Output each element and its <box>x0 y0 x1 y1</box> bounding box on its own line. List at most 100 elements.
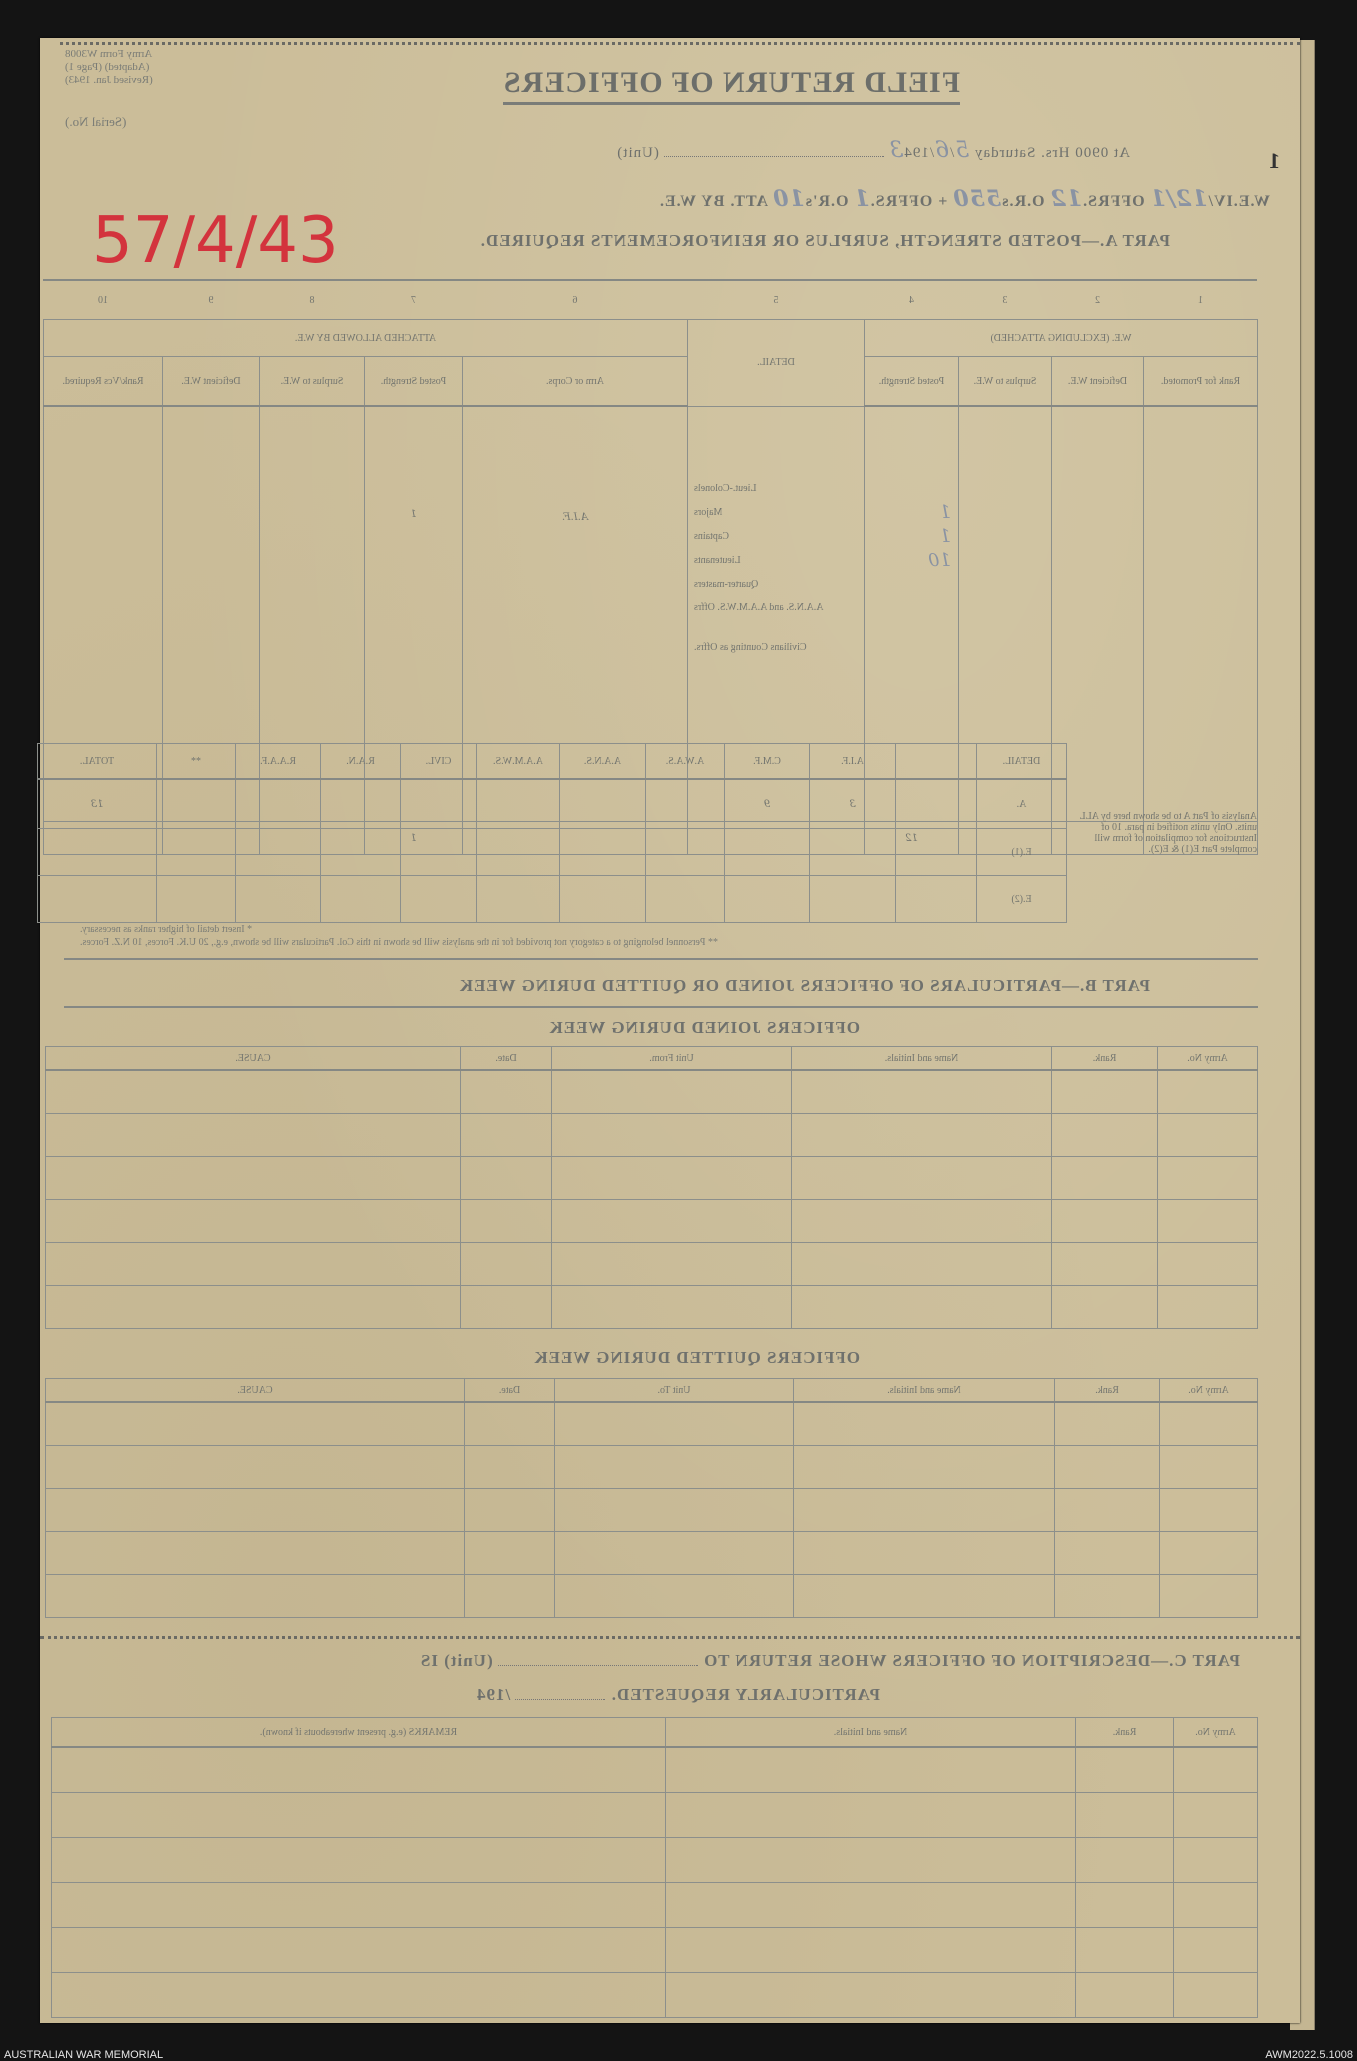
blank-entry-cell[interactable] <box>45 1242 461 1286</box>
blank-entry-cell[interactable] <box>45 1445 465 1489</box>
column-number: 2 <box>1051 280 1144 320</box>
blank-entry-cell[interactable] <box>1054 1531 1160 1575</box>
blank-entry-cell[interactable] <box>1159 1488 1258 1532</box>
blank-entry-cell[interactable] <box>793 1531 1055 1575</box>
blank-entry-cell[interactable] <box>1173 1837 1258 1883</box>
blank-entry-cell[interactable] <box>551 1242 792 1286</box>
blank-entry-cell[interactable] <box>791 1199 1052 1243</box>
analysis-column-header <box>895 743 977 779</box>
blank-entry-cell[interactable] <box>45 1199 461 1243</box>
blank-entry-cell[interactable] <box>554 1445 794 1489</box>
serial-label: (Serial No.) <box>65 114 127 129</box>
blank-entry-cell[interactable] <box>551 1285 792 1329</box>
blank-entry-cell[interactable] <box>1075 1747 1174 1793</box>
blank-entry-cell[interactable] <box>551 1070 792 1114</box>
blank-entry-cell[interactable] <box>554 1574 794 1618</box>
blank-entry-cell[interactable] <box>1159 1445 1258 1489</box>
blank-entry-cell[interactable] <box>1173 1882 1258 1928</box>
blank-entry-cell[interactable] <box>1157 1156 1258 1200</box>
blank-entry-cell[interactable] <box>1054 1402 1160 1446</box>
blank-entry-cell[interactable] <box>791 1285 1052 1329</box>
blank-entry-cell[interactable] <box>460 1113 552 1157</box>
blank-entry-cell[interactable] <box>791 1242 1052 1286</box>
column-header: Posted Strength. <box>864 356 959 406</box>
blank-entry-cell[interactable] <box>1157 1199 1258 1243</box>
blank-entry-cell[interactable] <box>1159 1402 1258 1446</box>
blank-entry-cell[interactable] <box>1054 1574 1160 1618</box>
blank-entry-cell[interactable] <box>791 1070 1052 1114</box>
blank-entry-cell[interactable] <box>554 1488 794 1532</box>
month-value: 6 <box>934 138 950 163</box>
blank-entry-cell[interactable] <box>464 1402 555 1446</box>
analysis-value <box>156 828 236 876</box>
blank-entry-cell[interactable] <box>1051 1070 1158 1114</box>
blank-entry-cell[interactable] <box>1173 1972 1258 2018</box>
blank-entry-cell[interactable] <box>1157 1070 1258 1114</box>
blank-entry-cell[interactable] <box>1051 1199 1158 1243</box>
blank-entry-cell[interactable] <box>45 1531 465 1575</box>
blank-entry-cell[interactable] <box>1157 1285 1258 1329</box>
blank-entry-cell[interactable] <box>665 1792 1076 1838</box>
blank-entry-cell[interactable] <box>51 1972 666 2018</box>
blank-entry-cell[interactable] <box>665 1882 1076 1928</box>
blank-entry-cell[interactable] <box>665 1972 1076 2018</box>
blank-entry-cell[interactable] <box>554 1402 794 1446</box>
blank-entry-cell[interactable] <box>51 1882 666 1928</box>
blank-entry-cell[interactable] <box>1173 1792 1258 1838</box>
blank-entry-cell[interactable] <box>460 1070 552 1114</box>
blank-entry-cell[interactable] <box>1157 1242 1258 1286</box>
blank-entry-cell[interactable] <box>1075 1882 1174 1928</box>
blank-entry-cell[interactable] <box>1051 1242 1158 1286</box>
blank-entry-cell[interactable] <box>1054 1488 1160 1532</box>
blank-entry-cell[interactable] <box>791 1156 1052 1200</box>
blank-entry-cell[interactable] <box>793 1445 1055 1489</box>
blank-entry-cell[interactable] <box>554 1531 794 1575</box>
blank-entry-cell[interactable] <box>1051 1285 1158 1329</box>
blank-entry-cell[interactable] <box>1051 1113 1158 1157</box>
blank-entry-cell[interactable] <box>1159 1531 1258 1575</box>
blank-entry-cell[interactable] <box>665 1747 1076 1793</box>
blank-entry-cell[interactable] <box>1173 1747 1258 1793</box>
blank-entry-cell[interactable] <box>464 1488 555 1532</box>
blank-entry-cell[interactable] <box>464 1574 555 1618</box>
blank-entry-cell[interactable] <box>1075 1972 1174 2018</box>
blank-entry-cell[interactable] <box>45 1488 465 1532</box>
column-header: Posted Strength. <box>364 356 463 406</box>
blank-entry-cell[interactable] <box>551 1156 792 1200</box>
blank-entry-cell[interactable] <box>45 1574 465 1618</box>
blank-entry-cell[interactable] <box>460 1285 552 1329</box>
blank-entry-cell[interactable] <box>51 1927 666 1973</box>
posted-strength-value: 10 <box>928 550 951 571</box>
blank-entry-cell[interactable] <box>45 1113 461 1157</box>
blank-entry-cell[interactable] <box>51 1837 666 1883</box>
blank-entry-cell[interactable] <box>460 1156 552 1200</box>
blank-entry-cell[interactable] <box>45 1402 465 1446</box>
blank-entry-cell[interactable] <box>460 1242 552 1286</box>
blank-entry-cell[interactable] <box>45 1156 461 1200</box>
blank-entry-cell[interactable] <box>791 1113 1052 1157</box>
blank-entry-cell[interactable] <box>1075 1927 1174 1973</box>
blank-entry-cell[interactable] <box>45 1285 461 1329</box>
blank-entry-cell[interactable] <box>793 1488 1055 1532</box>
blank-entry-cell[interactable] <box>1173 1927 1258 1973</box>
blank-entry-cell[interactable] <box>45 1070 461 1114</box>
blank-entry-cell[interactable] <box>665 1927 1076 1973</box>
blank-entry-cell[interactable] <box>464 1531 555 1575</box>
blank-entry-cell[interactable] <box>551 1199 792 1243</box>
blank-entry-cell[interactable] <box>793 1574 1055 1618</box>
table-row: 1 2 3 4 5 6 7 8 9 10 <box>43 280 1258 320</box>
blank-entry-cell[interactable] <box>665 1837 1076 1883</box>
red-handwritten-annotation: 57/4/43 <box>92 204 339 278</box>
blank-entry-cell[interactable] <box>1075 1837 1174 1883</box>
blank-entry-cell[interactable] <box>1159 1574 1258 1618</box>
blank-entry-cell[interactable] <box>51 1747 666 1793</box>
blank-entry-cell[interactable] <box>551 1113 792 1157</box>
blank-entry-cell[interactable] <box>1051 1156 1158 1200</box>
blank-entry-cell[interactable] <box>1075 1792 1174 1838</box>
blank-entry-cell[interactable] <box>460 1199 552 1243</box>
blank-entry-cell[interactable] <box>1054 1445 1160 1489</box>
blank-entry-cell[interactable] <box>1157 1113 1258 1157</box>
blank-entry-cell[interactable] <box>464 1445 555 1489</box>
blank-entry-cell[interactable] <box>51 1792 666 1838</box>
blank-entry-cell[interactable] <box>793 1402 1055 1446</box>
